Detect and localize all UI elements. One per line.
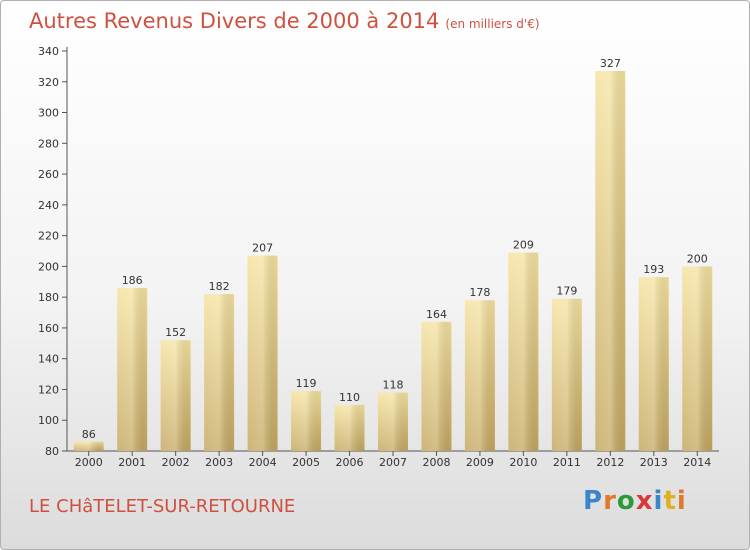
bar-shade	[73, 441, 104, 451]
bar-shade	[551, 298, 582, 451]
x-tick-label: 2001	[118, 456, 146, 469]
x-tick-label: 2009	[466, 456, 494, 469]
y-tick-label: 180	[38, 291, 59, 304]
x-tick-label: 2010	[509, 456, 537, 469]
y-tick-label: 200	[38, 260, 59, 273]
value-label: 193	[643, 263, 664, 276]
y-tick-label: 100	[38, 414, 59, 427]
bar-shade	[595, 71, 626, 451]
brand-logo: Proxiti	[583, 486, 687, 516]
value-label: 118	[383, 379, 404, 392]
value-label: 200	[687, 252, 708, 265]
x-tick-label: 2004	[249, 456, 277, 469]
bar-shade	[204, 294, 235, 451]
brand-letter: x	[635, 486, 654, 516]
y-tick-label: 240	[38, 199, 59, 212]
y-tick-label: 340	[38, 45, 59, 58]
value-label: 327	[600, 57, 621, 70]
bar-shade	[378, 392, 408, 451]
y-tick-label: 120	[38, 383, 59, 396]
brand-letter: r	[603, 486, 617, 516]
brand-letter: i	[653, 486, 664, 516]
city-name: LE CHâTELET-SUR-RETOURNE	[29, 496, 296, 517]
value-label: 164	[426, 308, 447, 321]
value-label: 119	[296, 377, 317, 390]
bar-shade	[117, 287, 148, 451]
value-label: 179	[556, 285, 577, 298]
bar-shade	[638, 277, 669, 451]
x-tick-label: 2014	[683, 456, 711, 469]
title-text: Autres Revenus Divers de 2000 à 2014	[29, 9, 440, 33]
chart-title: Autres Revenus Divers de 2000 à 2014 (en …	[29, 9, 540, 33]
y-tick-label: 300	[38, 107, 59, 120]
brand-letter: o	[616, 486, 636, 516]
bar-shade	[160, 340, 191, 451]
value-label: 178	[469, 286, 490, 299]
x-tick-label: 2013	[640, 456, 668, 469]
value-label: 110	[339, 391, 360, 404]
x-tick-label: 2007	[379, 456, 407, 469]
y-tick-label: 140	[38, 353, 59, 366]
x-tick-label: 2000	[75, 456, 103, 469]
x-tick-label: 2005	[292, 456, 320, 469]
bar-shade	[334, 404, 365, 451]
x-tick-label: 2008	[422, 456, 450, 469]
y-tick-label: 220	[38, 230, 59, 243]
y-tick-label: 320	[38, 76, 59, 89]
y-tick-label: 160	[38, 322, 59, 335]
x-tick-label: 2012	[596, 456, 624, 469]
value-label: 209	[513, 239, 534, 252]
x-tick-label: 2011	[553, 456, 581, 469]
x-tick-label: 2006	[336, 456, 364, 469]
brand-letter: P	[583, 486, 604, 516]
value-label: 186	[122, 274, 143, 287]
value-label: 152	[165, 326, 186, 339]
y-tick-label: 260	[38, 168, 59, 181]
x-tick-label: 2002	[162, 456, 190, 469]
bar-shade	[682, 266, 713, 451]
value-label: 86	[82, 428, 96, 441]
value-label: 207	[252, 242, 273, 255]
unit-label: (en milliers d'€)	[445, 17, 540, 31]
value-label: 182	[209, 280, 230, 293]
bar-shade	[464, 300, 495, 451]
y-tick-label: 280	[38, 137, 59, 150]
bar-shade	[247, 255, 278, 451]
bar-shade	[291, 391, 322, 451]
brand-letter: i	[676, 486, 687, 516]
y-tick-label: 80	[45, 445, 59, 458]
bar-shade	[421, 321, 452, 451]
bar-shade	[508, 252, 539, 451]
x-tick-label: 2003	[205, 456, 233, 469]
brand-letter: t	[663, 486, 677, 516]
